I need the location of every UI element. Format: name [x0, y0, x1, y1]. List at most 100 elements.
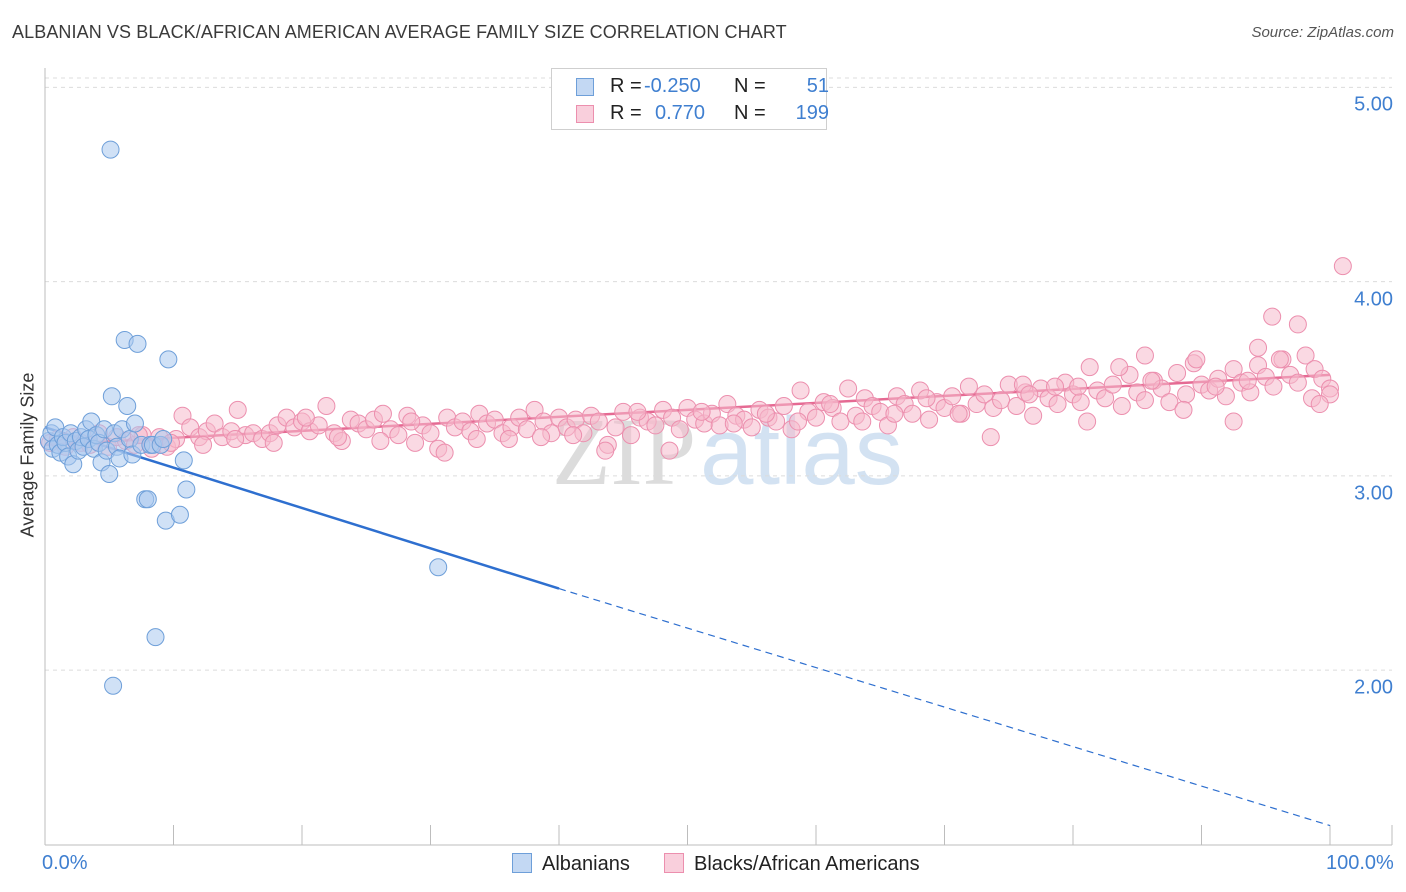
black-point — [1187, 350, 1206, 369]
legend-n-value: 51 — [806, 75, 829, 97]
black-point — [1078, 412, 1097, 431]
black-point — [228, 400, 247, 419]
black-point — [328, 428, 347, 447]
black-point — [264, 433, 283, 452]
y-axis-label: Average Family Size — [17, 372, 38, 538]
black-point — [1071, 393, 1090, 412]
black-point — [1160, 393, 1179, 412]
black-point — [532, 428, 551, 447]
legend-n-label: N = — [734, 102, 766, 124]
black-point — [1333, 257, 1352, 276]
black-point — [756, 404, 775, 423]
black-point — [1048, 395, 1067, 414]
black-point — [831, 412, 850, 431]
albanian-point — [101, 140, 120, 159]
black-point — [742, 418, 761, 437]
legend-r-value: -0.250 — [644, 75, 701, 97]
black-point — [1020, 385, 1039, 404]
black-point — [606, 418, 625, 437]
legend-n-label: N = — [734, 75, 766, 97]
black-point — [1080, 358, 1099, 377]
black-point — [660, 441, 679, 460]
black-point — [1135, 346, 1154, 365]
black-point — [421, 424, 440, 443]
albanian-point — [174, 451, 193, 470]
black-point — [981, 428, 1000, 447]
black-point — [949, 404, 968, 423]
black-point — [992, 391, 1011, 410]
black-point — [1224, 360, 1243, 379]
y-tick-label: 3.00 — [1354, 482, 1393, 505]
legend-r-value: 0.770 — [655, 102, 706, 124]
points-layer — [39, 140, 1352, 695]
grid-layer — [45, 77, 1392, 671]
albanian-point — [429, 558, 448, 577]
black-point — [1174, 400, 1193, 419]
black-point — [1110, 358, 1129, 377]
chart-source: Source: ZipAtlas.com — [1251, 24, 1394, 41]
black-point — [205, 414, 224, 433]
y-tick-label: 5.00 — [1354, 93, 1393, 116]
black-point — [1096, 389, 1115, 408]
black-point — [402, 412, 421, 431]
black-point — [1024, 406, 1043, 425]
y-tick-label: 2.00 — [1354, 676, 1393, 699]
black-point — [628, 402, 647, 421]
correlation-legend: R = -0.250 N = 51 R = 0.770 N = 199 — [551, 68, 829, 130]
black-point — [194, 435, 213, 454]
black-point — [1177, 385, 1196, 404]
y-tick-label: 4.00 — [1354, 288, 1393, 311]
legend-r-label: R = — [610, 102, 642, 124]
black-point — [1168, 363, 1187, 382]
albanian-point — [104, 676, 123, 695]
black-point — [1249, 338, 1268, 357]
black-point — [1069, 377, 1088, 396]
bottom-legend-swatch-blacks — [664, 853, 684, 873]
black-point — [1296, 346, 1315, 365]
albanian-point — [138, 490, 157, 509]
albanian-point — [159, 350, 178, 369]
black-point — [1264, 377, 1283, 396]
x-tick-label-left: 0.0% — [42, 852, 88, 874]
black-point — [1288, 373, 1307, 392]
legend-r-label: R = — [610, 75, 642, 97]
black-point — [1112, 396, 1131, 415]
albanian-point — [100, 464, 119, 483]
black-point — [791, 381, 810, 400]
axis-layer — [44, 68, 1393, 846]
black-point — [959, 377, 978, 396]
black-point — [853, 412, 872, 431]
albanian-point — [146, 628, 165, 647]
black-point — [621, 426, 640, 445]
black-point — [317, 396, 336, 415]
albanian-point — [128, 334, 147, 353]
black-point — [296, 408, 315, 427]
black-point — [903, 404, 922, 423]
albanian-point — [170, 505, 189, 524]
black-point — [1270, 350, 1289, 369]
bottom-legend-swatch-albanians — [512, 853, 532, 873]
black-point — [517, 420, 536, 439]
albanian-point — [102, 387, 121, 406]
black-point — [839, 379, 858, 398]
black-point — [435, 443, 454, 462]
black-point — [724, 414, 743, 433]
black-point — [1142, 371, 1161, 390]
bottom-legend-label-albanians: Albanians — [542, 853, 630, 875]
black-point — [1046, 377, 1065, 396]
black-point — [920, 410, 939, 429]
black-point — [371, 431, 390, 450]
bottom-legend-albanians: Albanians — [512, 853, 630, 876]
black-point — [1288, 315, 1307, 334]
albanian-point — [154, 430, 173, 449]
legend-swatch-blacks — [576, 105, 594, 123]
black-point — [943, 387, 962, 406]
chart-title: ALBANIAN VS BLACK/AFRICAN AMERICAN AVERA… — [12, 22, 787, 42]
black-point — [1007, 396, 1026, 415]
black-point — [789, 412, 808, 431]
black-point — [499, 430, 518, 449]
legend-swatch-albanians — [576, 78, 594, 96]
black-point — [975, 385, 994, 404]
black-point — [692, 402, 711, 421]
black-point — [1206, 377, 1225, 396]
